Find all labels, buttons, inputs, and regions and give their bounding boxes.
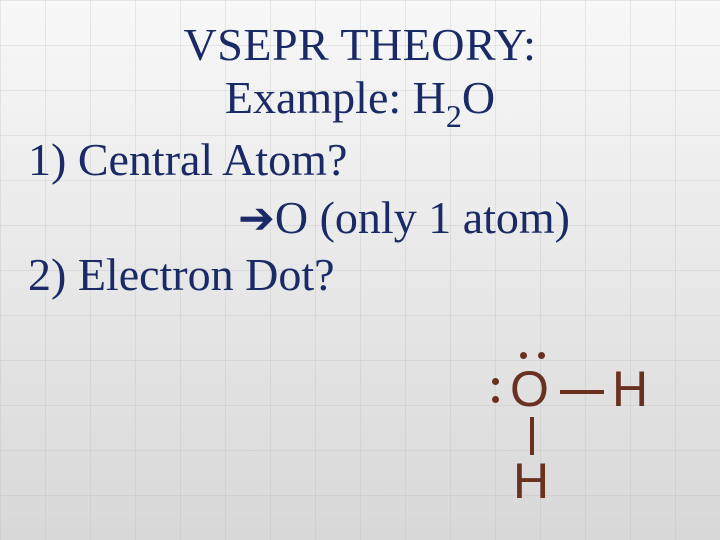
hydrogen-atom: H: [513, 452, 549, 510]
lone-pair-dot: [538, 352, 545, 359]
slide-title: VSEPR THEORY:: [28, 18, 692, 71]
bond-vertical: [530, 417, 534, 455]
lone-pair-dot: [492, 396, 499, 403]
lone-pair-dot: [492, 378, 499, 385]
slide-content: VSEPR THEORY: Example: H2O 1) Central At…: [0, 0, 720, 304]
subtitle-subscript: 2: [446, 98, 462, 134]
bond-horizontal: [560, 390, 604, 394]
question-2: 2) Electron Dot?: [28, 246, 692, 304]
subtitle-post: O: [462, 72, 495, 123]
oxygen-atom: O: [510, 360, 549, 418]
subtitle-pre: Example: H: [225, 72, 446, 123]
answer-1-text: O (only 1 atom): [275, 192, 570, 243]
answer-1: ➔O (only 1 atom): [28, 189, 692, 247]
lone-pair-dot: [520, 352, 527, 359]
question-1: 1) Central Atom?: [28, 131, 692, 189]
slide-subtitle: Example: H2O: [28, 71, 692, 131]
arrow-icon: ➔: [238, 194, 275, 243]
lewis-structure-diagram: O H H: [460, 350, 700, 530]
hydrogen-atom: H: [612, 360, 648, 418]
